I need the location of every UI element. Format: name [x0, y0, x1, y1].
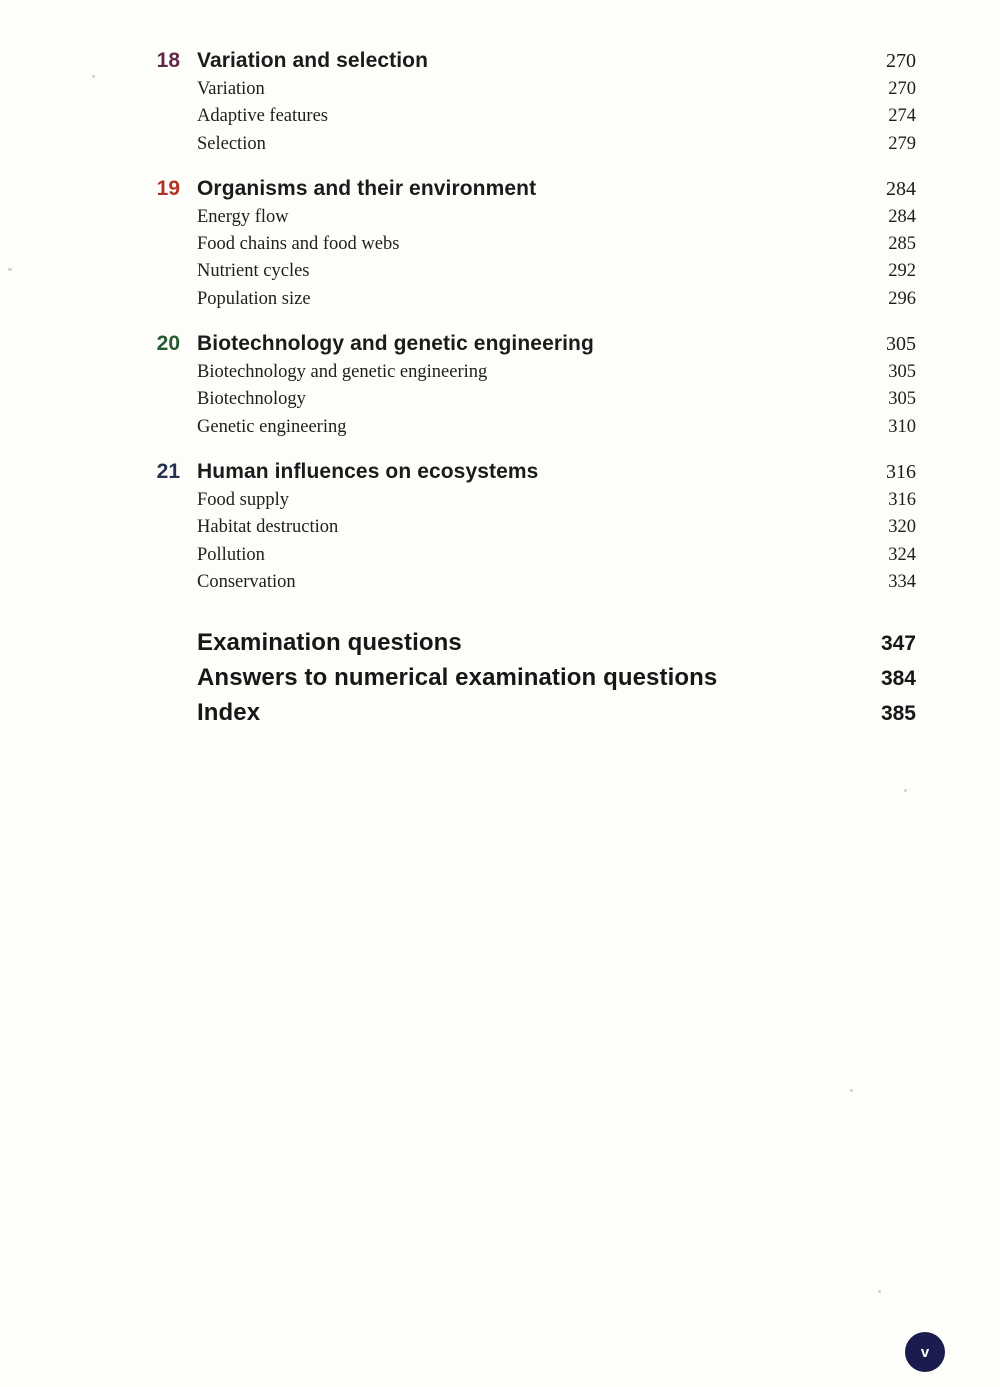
- section-page-number: 292: [888, 261, 916, 282]
- section-page-number: 274: [888, 106, 916, 127]
- toc-section-row: Habitat destruction 320: [197, 514, 916, 541]
- section-title: Energy flow: [197, 206, 289, 227]
- toc-section-row: Pollution 324: [197, 542, 916, 569]
- chapter-number: 19: [156, 176, 180, 200]
- section-title: Variation: [197, 79, 265, 99]
- page-number-label: v: [920, 1343, 930, 1361]
- section-page-number: 305: [888, 389, 916, 410]
- chapter-title: Organisms and their environment: [197, 176, 537, 200]
- chapter-number: 20: [156, 332, 180, 356]
- section-title: Biotechnology: [197, 389, 306, 410]
- scan-speck: [878, 1290, 881, 1293]
- back-matter-title: Index: [197, 699, 261, 727]
- section-page-number: 320: [888, 517, 916, 538]
- toc-section-row: Biotechnology and genetic engineering 30…: [197, 359, 916, 386]
- section-page-number: 316: [888, 489, 916, 510]
- section-title: Selection: [197, 133, 266, 154]
- chapter-page-number: 270: [886, 50, 916, 72]
- toc-section-row: Population size 296: [197, 286, 916, 313]
- scan-speck: [92, 75, 95, 78]
- section-page-number: 284: [888, 206, 916, 227]
- chapter-heading-row: 18 Variation and selection 270: [157, 46, 916, 76]
- section-page-number: 279: [888, 133, 916, 154]
- section-title: Food chains and food webs: [197, 234, 400, 255]
- toc-chapter-19: 19 Organisms and their environment 284 E…: [157, 174, 916, 313]
- toc-section-row: Food chains and food webs 285: [197, 231, 916, 258]
- section-title: Habitat destruction: [197, 517, 339, 538]
- toc-section-row: Nutrient cycles 292: [197, 258, 916, 285]
- chapter-heading-row: 19 Organisms and their environment 284: [157, 174, 916, 204]
- chapter-title: Biotechnology and genetic engineering: [197, 332, 594, 356]
- chapter-heading-row: 21 Human influences on ecosystems 316: [157, 457, 916, 487]
- section-page-number: 296: [888, 288, 916, 309]
- scan-speck: [904, 789, 907, 792]
- page-number-badge: v: [905, 1332, 945, 1372]
- toc-section-row: Food supply 316: [197, 487, 916, 514]
- toc-chapter-21: 21 Human influences on ecosystems 316 Fo…: [157, 457, 916, 596]
- chapter-page-number: 284: [886, 177, 916, 200]
- chapter-heading-row: 20 Biotechnology and genetic engineering…: [157, 329, 916, 359]
- toc-section-row: Variation 270: [197, 76, 916, 103]
- section-page-number: 270: [888, 79, 916, 99]
- toc-section-row: Adaptive features 274: [197, 103, 916, 130]
- back-matter-row: Examination questions 347: [197, 626, 916, 661]
- back-matter-row: Answers to numerical examination questio…: [197, 661, 916, 696]
- back-matter-title: Answers to numerical examination questio…: [197, 664, 718, 692]
- section-title: Pollution: [197, 544, 265, 565]
- toc-section-row: Genetic engineering 310: [197, 414, 916, 441]
- section-title: Nutrient cycles: [197, 261, 310, 282]
- back-matter-title: Examination questions: [197, 629, 462, 657]
- section-title: Genetic engineering: [197, 416, 347, 437]
- chapter-title: Variation and selection: [197, 49, 429, 72]
- section-title: Population size: [197, 288, 311, 309]
- toc-chapter-18: 18 Variation and selection 270 Variation…: [157, 46, 916, 158]
- section-page-number: 285: [888, 234, 916, 255]
- table-of-contents: 18 Variation and selection 270 Variation…: [157, 46, 916, 731]
- toc-section-row: Selection 279: [197, 131, 916, 158]
- section-title: Conservation: [197, 571, 296, 592]
- section-title: Biotechnology and genetic engineering: [197, 362, 488, 383]
- back-matter-row: Index 385: [197, 696, 916, 731]
- back-matter-page-number: 384: [880, 667, 916, 691]
- back-matter-page-number: 385: [880, 702, 916, 726]
- toc-chapter-20: 20 Biotechnology and genetic engineering…: [157, 329, 916, 441]
- section-page-number: 334: [888, 571, 916, 592]
- section-title: Food supply: [197, 489, 290, 510]
- chapter-number: 18: [156, 49, 180, 72]
- back-matter-page-number: 347: [880, 632, 916, 656]
- toc-section-row: Energy flow 284: [197, 204, 916, 231]
- section-page-number: 305: [888, 362, 916, 383]
- chapter-number: 21: [156, 459, 180, 483]
- chapter-title: Human influences on ecosystems: [197, 459, 539, 483]
- section-title: Adaptive features: [197, 106, 328, 127]
- toc-section-row: Conservation 334: [197, 569, 916, 596]
- section-page-number: 324: [888, 544, 916, 565]
- section-page-number: 310: [888, 416, 916, 437]
- chapter-page-number: 316: [886, 460, 916, 483]
- scan-speck: [850, 1089, 853, 1092]
- scan-speck: [8, 268, 12, 271]
- chapter-page-number: 305: [886, 333, 916, 356]
- back-matter: Examination questions 347 Answers to num…: [197, 626, 916, 731]
- toc-section-row: Biotechnology 305: [197, 386, 916, 413]
